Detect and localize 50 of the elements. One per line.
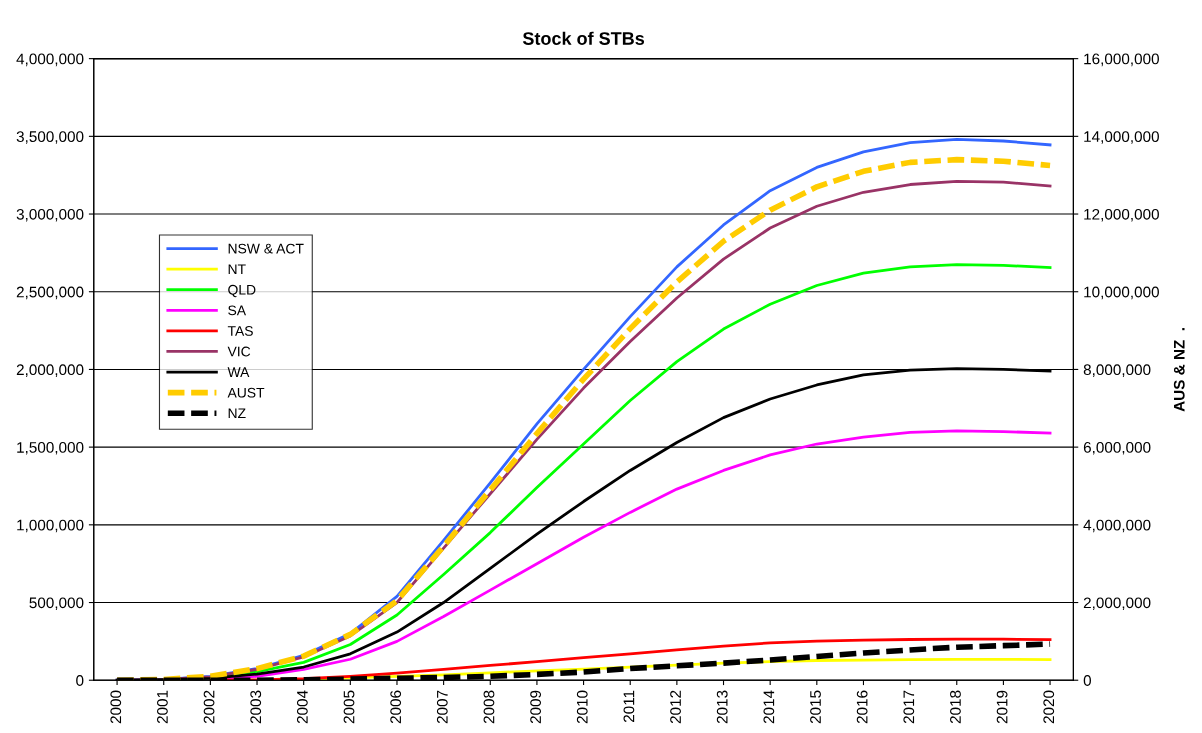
x-tick-label: 2015 [810,690,821,724]
y-tick-label: 2,000,000 [16,364,84,377]
x-tick-label: 2013 [716,690,728,724]
legend-label: QLD [228,284,256,298]
legend-label: TAS [227,326,253,336]
y2-tick-label: 8,000,000 [1083,364,1151,377]
x-tick-label: 2011 [623,690,635,723]
y-tick-label: 4,000,000 [16,53,84,67]
y-tick-label: 2,500,000 [16,286,84,300]
x-tick-label: 2006 [390,690,402,724]
y2-tick-label: 16,000,000 [1084,53,1159,67]
x-tick-label: 2016 [856,690,868,724]
legend-label: NT [228,264,246,274]
y2-tick-label: 0 [1083,675,1092,686]
legend-label: AUST [227,387,265,398]
x-tick-label: 2020 [1043,690,1055,724]
x-tick-label: 2000 [110,690,122,724]
x-tick-label: 2018 [950,690,961,724]
y-tick-label: 0 [76,675,84,686]
y2-tick-label: 4,000,000 [1083,519,1151,533]
y-tick-label: 3,500,000 [16,131,84,144]
y-tick-label: 1,500,000 [17,442,84,455]
legend-label: NSW & ACT [228,243,304,254]
y2-tick-label: 10,000,000 [1084,286,1159,300]
legend-label: WA [227,367,250,377]
legend-label: SA [228,305,247,316]
x-tick-label: 2009 [530,690,542,724]
x-tick-label: 2019 [996,690,1008,724]
legend-label: NZ [228,408,246,419]
y-tick-label: 1,000,000 [17,519,84,533]
x-tick-label: 2010 [576,690,588,724]
x-tick-label: 2003 [250,690,262,724]
x-tick-label: 2004 [296,690,308,724]
y-tick-label: 500,000 [29,597,84,611]
y2-tick-label: 14,000,000 [1084,131,1159,144]
x-tick-label: 2007 [436,690,448,724]
x-tick-label: 2012 [670,690,681,724]
chart-title: Stock of STBs [522,31,645,45]
y2-axis-title: AUS & NZ . [1173,328,1185,412]
y2-tick-label: 12,000,000 [1084,208,1159,222]
legend-label: VIC [227,346,251,357]
x-tick-label: 2017 [903,690,915,724]
x-tick-label: 2002 [203,690,215,724]
x-tick-label: 2001 [157,690,168,724]
y2-tick-label: 6,000,000 [1083,442,1151,455]
y-tick-label: 3,000,000 [16,208,84,222]
x-tick-label: 2008 [483,690,495,724]
y2-tick-label: 2,000,000 [1083,597,1151,611]
x-tick-label: 2005 [343,690,355,724]
x-tick-label: 2014 [763,690,775,724]
